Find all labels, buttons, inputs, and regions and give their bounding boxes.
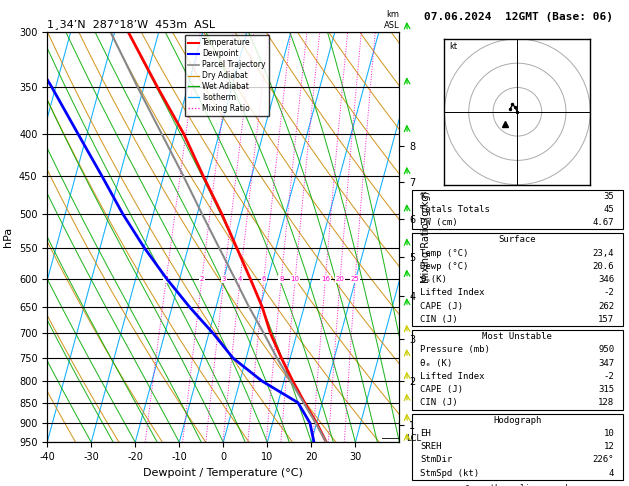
Text: 8: 8 [279, 276, 284, 282]
Text: 1¸34’N  287°18’W  453m  ASL: 1¸34’N 287°18’W 453m ASL [47, 19, 215, 30]
Text: 315: 315 [598, 385, 615, 394]
Text: -2: -2 [604, 372, 615, 381]
Text: 10: 10 [604, 429, 615, 438]
Text: -2: -2 [604, 288, 615, 297]
Text: CAPE (J): CAPE (J) [420, 385, 464, 394]
Text: 4: 4 [238, 276, 242, 282]
Text: Lifted Index: Lifted Index [420, 372, 485, 381]
Text: kt: kt [449, 42, 457, 51]
Text: Totals Totals: Totals Totals [420, 205, 490, 214]
Text: 347: 347 [598, 359, 615, 367]
Text: 1: 1 [164, 276, 169, 282]
Text: PW (cm): PW (cm) [420, 218, 458, 227]
Bar [412, 190, 623, 229]
Text: 07.06.2024  12GMT (Base: 06): 07.06.2024 12GMT (Base: 06) [425, 12, 613, 22]
Text: 4: 4 [609, 469, 615, 478]
Text: 6: 6 [262, 276, 266, 282]
Text: 45: 45 [604, 205, 615, 214]
Text: 25: 25 [351, 276, 360, 282]
Text: Temp (°C): Temp (°C) [420, 248, 469, 258]
Legend: Temperature, Dewpoint, Parcel Trajectory, Dry Adiabat, Wet Adiabat, Isotherm, Mi: Temperature, Dewpoint, Parcel Trajectory… [185, 35, 269, 116]
Text: 12: 12 [604, 442, 615, 451]
Text: 20.6: 20.6 [593, 262, 615, 271]
Text: CIN (J): CIN (J) [420, 315, 458, 324]
Text: 20: 20 [336, 276, 345, 282]
Text: 157: 157 [598, 315, 615, 324]
Text: 950: 950 [598, 345, 615, 354]
X-axis label: Dewpoint / Temperature (°C): Dewpoint / Temperature (°C) [143, 468, 303, 478]
Text: © weatheronline.co.uk: © weatheronline.co.uk [465, 484, 570, 486]
Bar [412, 233, 623, 326]
Text: 23,4: 23,4 [593, 248, 615, 258]
Bar [412, 330, 623, 410]
Text: Dewp (°C): Dewp (°C) [420, 262, 469, 271]
Text: 4.67: 4.67 [593, 218, 615, 227]
Text: SREH: SREH [420, 442, 442, 451]
Text: 35: 35 [604, 191, 615, 201]
Text: km
ASL: km ASL [384, 10, 399, 30]
Text: 346: 346 [598, 275, 615, 284]
Text: 262: 262 [598, 301, 615, 311]
Text: Hodograph: Hodograph [493, 416, 542, 425]
Text: K: K [420, 191, 426, 201]
Text: CAPE (J): CAPE (J) [420, 301, 464, 311]
Text: EH: EH [420, 429, 431, 438]
Text: Most Unstable: Most Unstable [482, 332, 552, 341]
Text: 3: 3 [222, 276, 226, 282]
Y-axis label: hPa: hPa [3, 227, 13, 247]
Text: 226°: 226° [593, 455, 615, 464]
Text: 128: 128 [598, 399, 615, 407]
Text: Pressure (mb): Pressure (mb) [420, 345, 490, 354]
Text: 16: 16 [321, 276, 330, 282]
Text: Surface: Surface [499, 235, 536, 244]
Text: CIN (J): CIN (J) [420, 399, 458, 407]
Text: θₑ (K): θₑ (K) [420, 359, 453, 367]
Text: 2: 2 [200, 276, 204, 282]
Text: StmDir: StmDir [420, 455, 453, 464]
Text: θₑ(K): θₑ(K) [420, 275, 447, 284]
Text: 10: 10 [291, 276, 299, 282]
Bar [412, 414, 623, 480]
Text: StmSpd (kt): StmSpd (kt) [420, 469, 479, 478]
Text: LCL: LCL [406, 434, 421, 443]
Y-axis label: Mixing Ratio (g/kg): Mixing Ratio (g/kg) [421, 191, 431, 283]
Text: Lifted Index: Lifted Index [420, 288, 485, 297]
